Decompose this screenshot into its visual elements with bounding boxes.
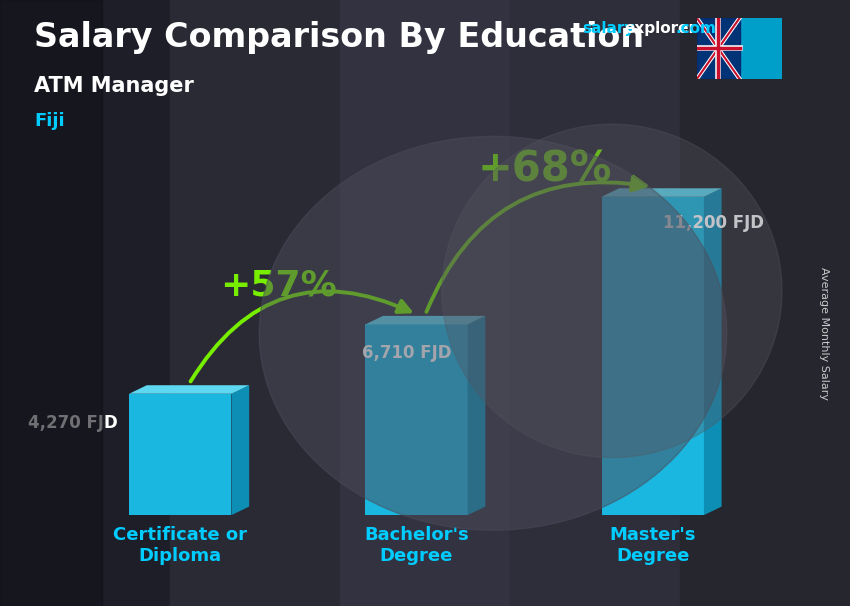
Text: Average Monthly Salary: Average Monthly Salary bbox=[819, 267, 829, 400]
Polygon shape bbox=[602, 197, 704, 515]
Text: .com: .com bbox=[676, 21, 717, 36]
Polygon shape bbox=[366, 316, 485, 324]
Text: 6,710 FJD: 6,710 FJD bbox=[362, 344, 451, 362]
Text: Fiji: Fiji bbox=[34, 112, 65, 130]
Polygon shape bbox=[129, 385, 249, 394]
Text: +57%: +57% bbox=[220, 268, 337, 302]
Polygon shape bbox=[366, 324, 468, 515]
Text: +68%: +68% bbox=[477, 148, 612, 191]
Text: 11,200 FJD: 11,200 FJD bbox=[662, 214, 763, 232]
Bar bbox=[697, 18, 740, 79]
Polygon shape bbox=[231, 385, 249, 515]
Text: salary: salary bbox=[582, 21, 635, 36]
Polygon shape bbox=[129, 394, 231, 515]
Text: ATM Manager: ATM Manager bbox=[34, 76, 194, 96]
Polygon shape bbox=[602, 188, 722, 197]
Polygon shape bbox=[468, 316, 485, 515]
Polygon shape bbox=[704, 188, 722, 515]
Text: 4,270 FJD: 4,270 FJD bbox=[27, 414, 117, 431]
Text: explorer: explorer bbox=[625, 21, 697, 36]
Text: Salary Comparison By Education: Salary Comparison By Education bbox=[34, 21, 644, 54]
